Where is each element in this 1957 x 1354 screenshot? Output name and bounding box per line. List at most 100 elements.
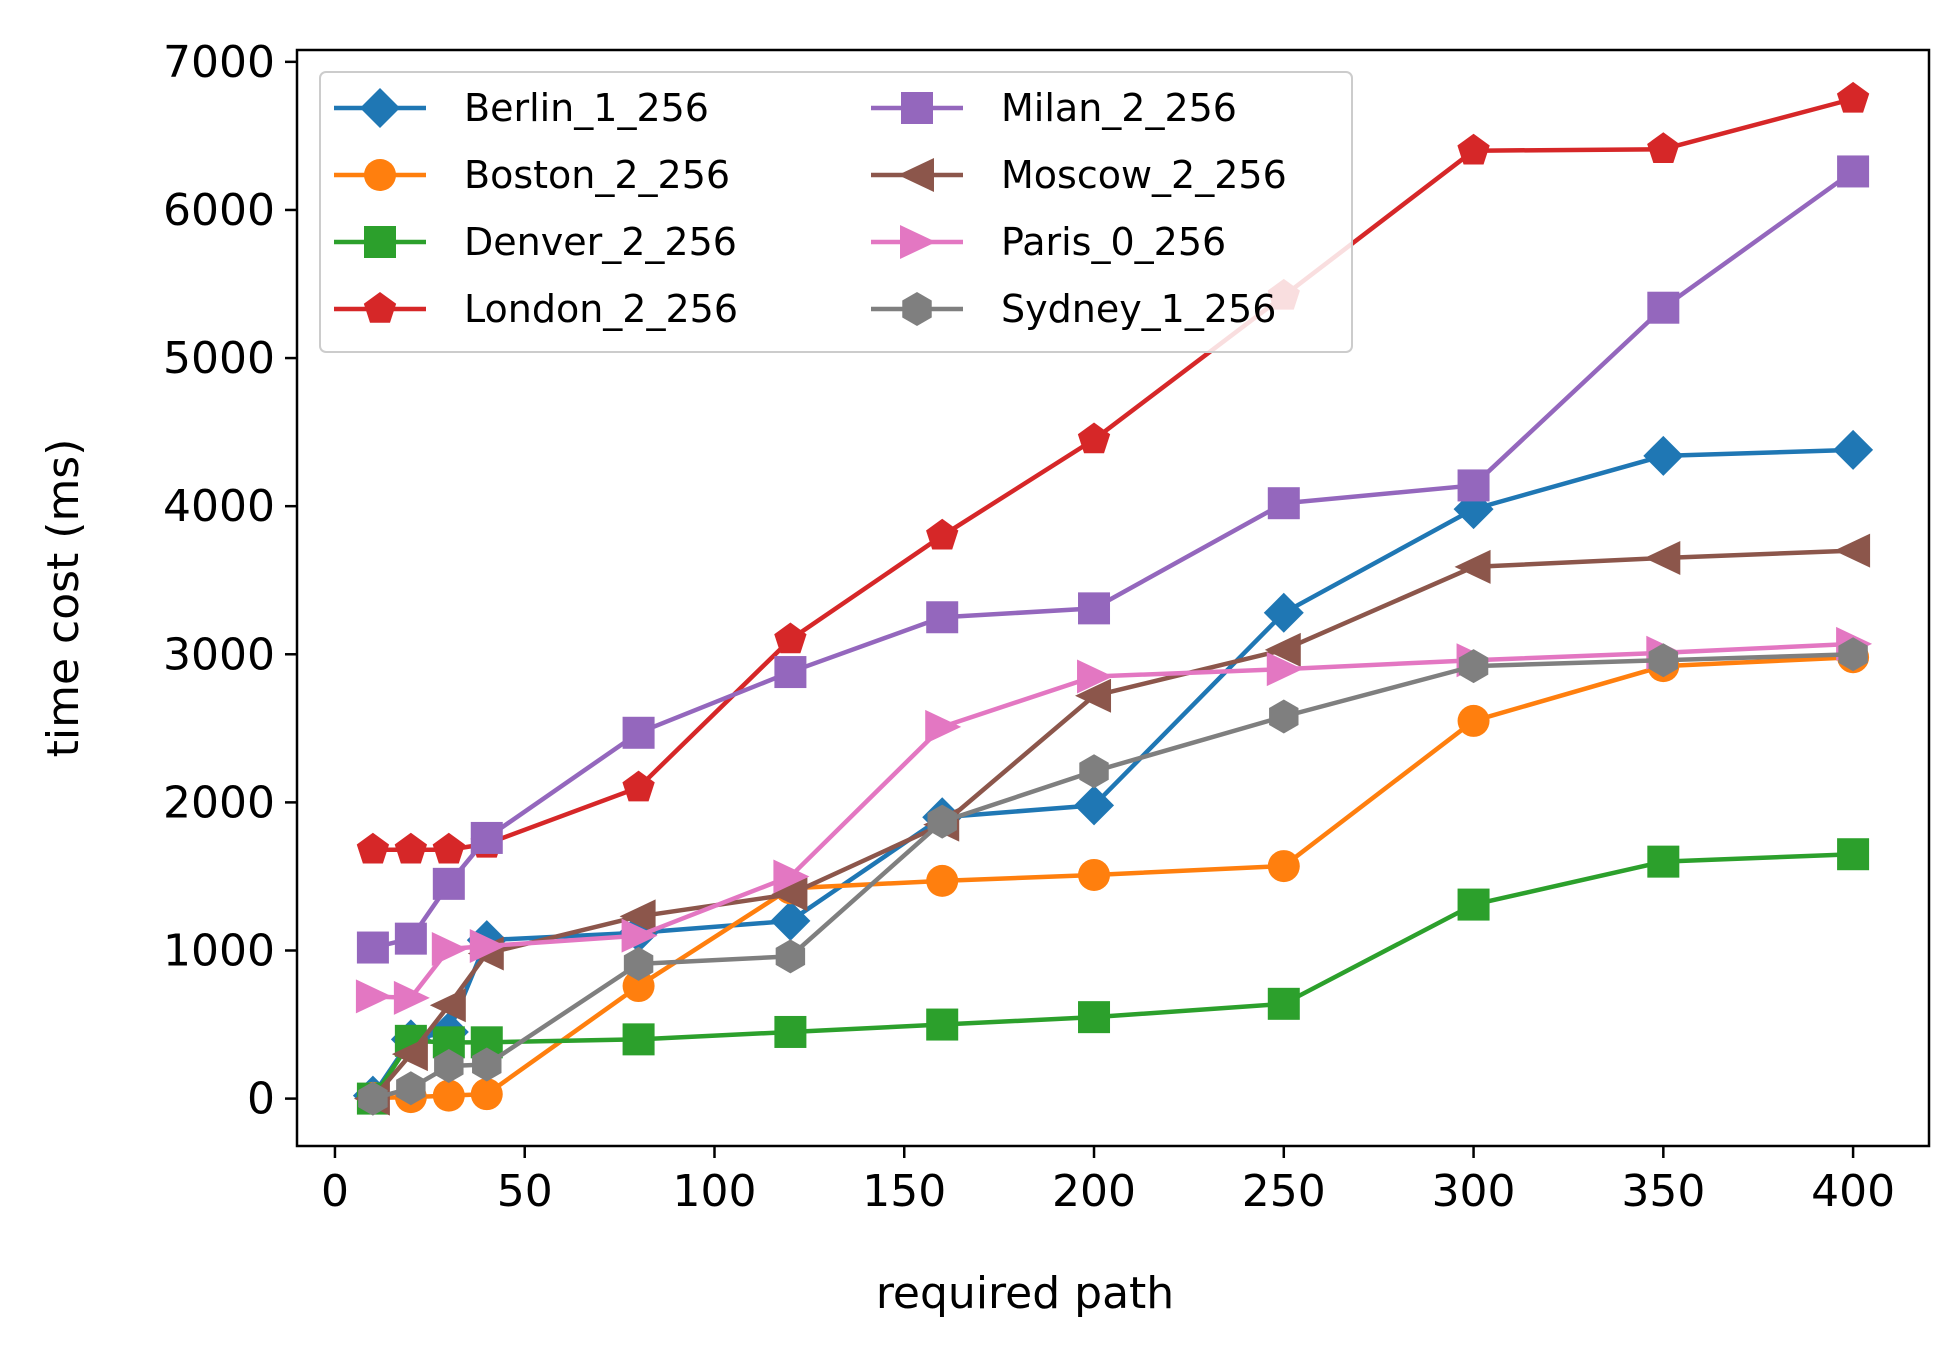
legend-label: Berlin_1_256 bbox=[464, 86, 709, 130]
data-point-paris-0-256 bbox=[925, 709, 962, 744]
legend-marker bbox=[364, 159, 396, 191]
data-point-milan-2-256 bbox=[622, 716, 655, 749]
series-lines bbox=[352, 81, 1874, 1116]
data-point-berlin-1-256 bbox=[1643, 435, 1684, 476]
data-point-berlin-1-256 bbox=[1263, 592, 1304, 633]
data-point-paris-0-256 bbox=[393, 980, 430, 1015]
data-point-paris-0-256 bbox=[1266, 652, 1303, 687]
data-point-denver-2-256 bbox=[774, 1015, 807, 1048]
data-point-boston-2-256 bbox=[432, 1079, 465, 1112]
legend-marker bbox=[364, 226, 396, 258]
legend-marker bbox=[901, 92, 933, 124]
data-point-sydney-1-256 bbox=[1458, 649, 1489, 684]
data-point-london-2-256 bbox=[926, 518, 959, 550]
data-point-milan-2-256 bbox=[1647, 291, 1680, 324]
y-tick-label: 6000 bbox=[163, 185, 275, 236]
data-point-london-2-256 bbox=[1077, 422, 1111, 454]
data-point-moscow-2-256 bbox=[391, 1037, 428, 1072]
data-point-berlin-1-256 bbox=[770, 900, 811, 941]
legend-entry-paris-0-256: Paris_0_256 bbox=[871, 220, 1226, 264]
data-point-boston-2-256 bbox=[470, 1078, 503, 1111]
data-point-denver-2-256 bbox=[1457, 888, 1490, 921]
data-point-london-2-256 bbox=[1836, 81, 1870, 113]
axes: 0 50 100 150 200 250 300 350 4000100020003000400… bbox=[163, 37, 1895, 1217]
legend-entry-boston-2-256: Boston_2_256 bbox=[334, 153, 730, 197]
series-milan-2-256 bbox=[356, 155, 1870, 964]
data-point-sydney-1-256 bbox=[358, 1081, 388, 1116]
data-point-sydney-1-256 bbox=[1269, 699, 1299, 734]
data-point-moscow-2-256 bbox=[1264, 632, 1301, 667]
data-point-moscow-2-256 bbox=[1454, 549, 1491, 584]
y-tick-label: 4000 bbox=[163, 481, 275, 532]
data-point-milan-2-256 bbox=[1267, 487, 1300, 520]
legend-entry-sydney-1-256: Sydney_1_256 bbox=[871, 287, 1276, 331]
y-tick-label: 5000 bbox=[163, 333, 275, 384]
data-point-london-2-256 bbox=[432, 832, 465, 864]
data-point-milan-2-256 bbox=[926, 601, 959, 634]
y-tick-label: 0 bbox=[247, 1074, 275, 1125]
x-tick-label: 350 bbox=[1621, 1166, 1705, 1217]
data-point-moscow-2-256 bbox=[1075, 678, 1112, 713]
legend-label: Milan_2_256 bbox=[1001, 86, 1237, 130]
x-tick-label: 200 bbox=[1052, 1166, 1136, 1217]
legend-marker bbox=[360, 88, 400, 128]
legend-label: Paris_0_256 bbox=[1001, 220, 1226, 264]
data-point-denver-2-256 bbox=[622, 1023, 655, 1056]
data-point-denver-2-256 bbox=[1837, 838, 1870, 871]
data-point-moscow-2-256 bbox=[429, 988, 466, 1023]
data-point-milan-2-256 bbox=[1457, 469, 1490, 502]
data-point-berlin-1-256 bbox=[1074, 785, 1115, 826]
y-tick-label: 7000 bbox=[163, 37, 275, 88]
x-tick-label: 300 bbox=[1432, 1166, 1516, 1217]
data-point-london-2-256 bbox=[394, 832, 428, 864]
data-point-milan-2-256 bbox=[774, 656, 807, 689]
data-point-paris-0-256 bbox=[621, 918, 658, 953]
data-point-moscow-2-256 bbox=[619, 899, 656, 934]
data-point-denver-2-256 bbox=[1647, 845, 1680, 878]
legend-marker bbox=[363, 292, 397, 323]
legend-marker bbox=[900, 225, 936, 259]
legend-label: London_2_256 bbox=[464, 287, 738, 331]
legend-label: Sydney_1_256 bbox=[1001, 287, 1276, 331]
data-point-denver-2-256 bbox=[926, 1008, 959, 1041]
legend-marker bbox=[898, 158, 934, 192]
data-point-milan-2-256 bbox=[470, 821, 503, 854]
data-point-sydney-1-256 bbox=[434, 1049, 464, 1084]
data-point-berlin-1-256 bbox=[1833, 429, 1874, 470]
data-point-milan-2-256 bbox=[432, 867, 465, 900]
legend-box bbox=[319, 71, 1353, 353]
legend-marker bbox=[902, 292, 932, 326]
data-point-sydney-1-256 bbox=[1838, 637, 1868, 672]
data-point-milan-2-256 bbox=[1078, 592, 1111, 625]
data-point-london-2-256 bbox=[1457, 133, 1490, 165]
data-point-moscow-2-256 bbox=[1644, 541, 1681, 576]
data-point-moscow-2-256 bbox=[771, 877, 808, 912]
x-tick-label: 150 bbox=[862, 1166, 946, 1217]
data-point-london-2-256 bbox=[622, 770, 655, 802]
data-point-london-2-256 bbox=[774, 622, 807, 654]
y-tick-label: 2000 bbox=[163, 777, 275, 828]
legend-entry-milan-2-256: Milan_2_256 bbox=[871, 86, 1237, 130]
data-point-boston-2-256 bbox=[1078, 858, 1111, 891]
x-tick-label: 400 bbox=[1811, 1166, 1895, 1217]
legend-label: Boston_2_256 bbox=[464, 153, 730, 197]
data-point-sydney-1-256 bbox=[1648, 643, 1679, 678]
y-tick-label: 1000 bbox=[163, 925, 275, 976]
x-tick-label: 100 bbox=[672, 1166, 756, 1217]
data-point-sydney-1-256 bbox=[396, 1071, 426, 1106]
data-point-london-2-256 bbox=[356, 832, 390, 864]
plot-frame bbox=[295, 48, 1931, 1148]
data-point-sydney-1-256 bbox=[1079, 754, 1109, 789]
data-point-london-2-256 bbox=[1647, 132, 1680, 163]
data-point-milan-2-256 bbox=[356, 931, 389, 964]
data-point-sydney-1-256 bbox=[775, 939, 806, 974]
x-tick-label: 50 bbox=[497, 1166, 553, 1217]
data-point-denver-2-256 bbox=[1267, 987, 1300, 1020]
series-sydney-1-256 bbox=[358, 637, 1868, 1116]
legend-entry-berlin-1-256: Berlin_1_256 bbox=[334, 86, 709, 130]
y-axis-title: time cost (ms) bbox=[38, 439, 89, 758]
data-point-sydney-1-256 bbox=[623, 946, 654, 981]
x-axis-title: required path bbox=[876, 1268, 1174, 1319]
data-point-sydney-1-256 bbox=[472, 1047, 502, 1082]
